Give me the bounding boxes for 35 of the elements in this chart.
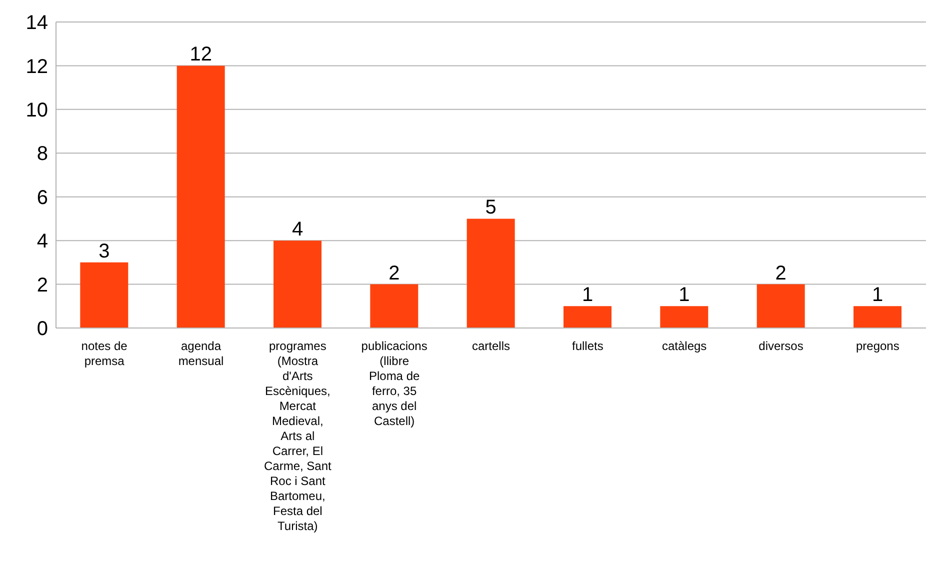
x-tick-label: cartells — [472, 339, 510, 353]
bar — [466, 218, 515, 328]
x-tick-label: catàlegs — [662, 339, 707, 353]
y-tick-label: 10 — [26, 100, 48, 122]
data-label: 2 — [388, 262, 400, 284]
y-tick-label: 2 — [36, 274, 48, 296]
bar — [756, 284, 805, 328]
y-tick-label: 0 — [36, 318, 48, 340]
x-tick-label: fullets — [572, 339, 604, 353]
data-label: 3 — [98, 240, 110, 262]
bar — [370, 284, 418, 328]
data-label: 12 — [190, 44, 212, 66]
y-tick-label: 4 — [36, 230, 48, 253]
bar — [660, 306, 708, 328]
x-tick-label: publicacions (llibre Ploma de ferro, 35 anys del Castell) — [361, 339, 428, 428]
bar — [176, 66, 225, 328]
y-tick-label: 6 — [36, 186, 48, 209]
data-label: 1 — [872, 284, 884, 306]
x-tick-label: notes de premsa — [81, 339, 128, 368]
y-tick-label: 14 — [26, 12, 48, 34]
x-tick-label: diversos — [758, 339, 804, 353]
data-label: 1 — [582, 284, 594, 306]
x-tick-label: pregons — [856, 339, 900, 353]
data-label: 1 — [678, 284, 690, 306]
bar — [564, 306, 612, 328]
bar — [854, 306, 902, 328]
bar — [80, 262, 128, 328]
y-tick-label: 12 — [26, 56, 48, 78]
data-label: 4 — [292, 218, 304, 241]
x-tick-label: agenda mensual — [178, 339, 224, 368]
category-label: programes (Mostra d'Arts Escèniques, Mercat Medieval, Arts al Carrer, El Carme, Sant Roc i Sant Bartomeu, Festa del Turista) — [264, 339, 332, 533]
data-label: 5 — [485, 196, 496, 219]
bar — [274, 240, 322, 328]
y-tick-label: 8 — [36, 143, 48, 166]
data-label: 2 — [775, 262, 786, 284]
